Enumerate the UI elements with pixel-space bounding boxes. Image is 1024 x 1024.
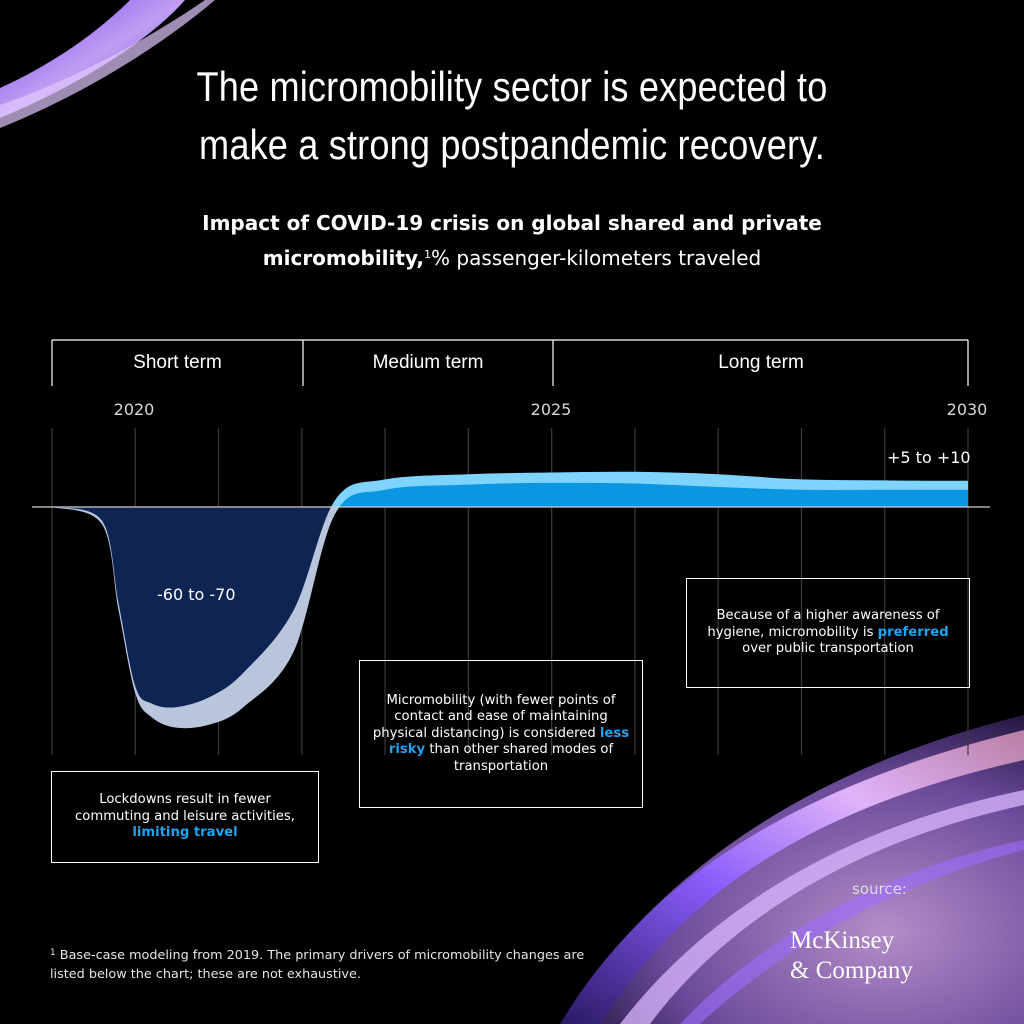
recovery-range-low-area [52, 482, 968, 507]
year-label-2025: 2025 [530, 400, 572, 419]
period-long-term: Long term [718, 352, 804, 373]
note-long-term: Because of a higher awareness of hygiene… [686, 578, 970, 688]
period-medium-term: Medium term [372, 352, 484, 373]
dip-value-label: -60 to -70 [157, 585, 236, 604]
source-label: source: [852, 880, 907, 898]
period-frame [51, 339, 969, 386]
dip-range-high-area [52, 507, 968, 708]
chart-subtitle: Impact of COVID-19 crisis on global shar… [202, 211, 822, 270]
area-series [32, 471, 990, 729]
recovery-value-label: +5 to +10 [887, 448, 971, 467]
grid-lines [51, 428, 969, 755]
year-label-2030: 2030 [946, 400, 988, 419]
period-short-term: Short term [133, 352, 222, 373]
page-title: The micromobility sector is expected to … [196, 63, 828, 168]
note-short-term: Lockdowns result in fewer commuting and … [51, 771, 319, 863]
year-label-2020: 2020 [113, 400, 155, 419]
footnote: 1 Base-case modeling from 2019. The prim… [50, 948, 585, 982]
note-medium-term: Micromobility (with fewer points of cont… [359, 660, 643, 808]
mckinsey-logo: McKinsey & Company [790, 927, 913, 984]
